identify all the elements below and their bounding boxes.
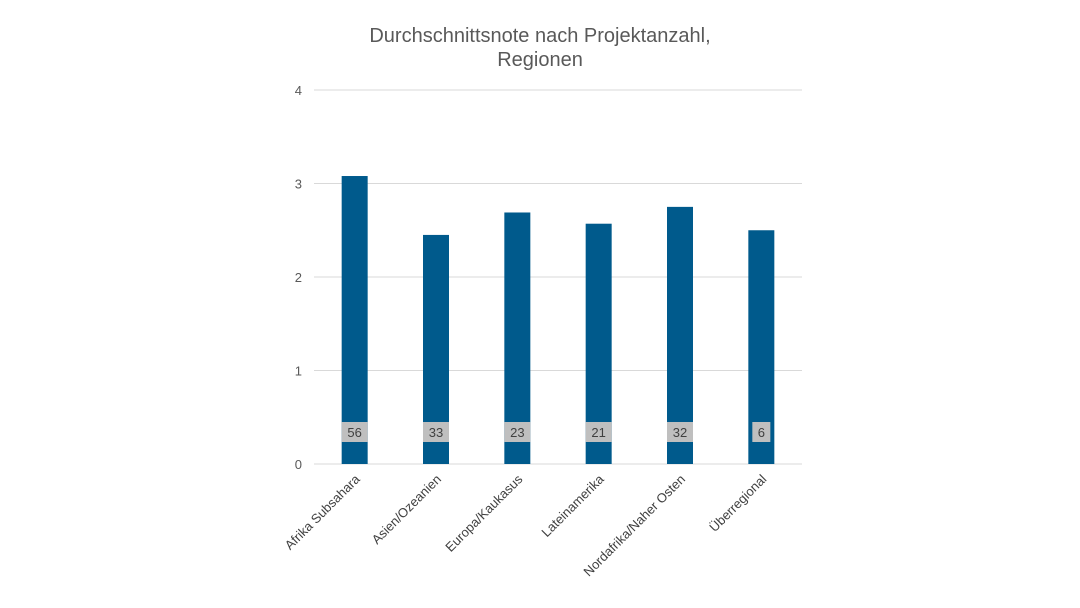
data-label-box [504,422,531,442]
data-label-box [667,422,693,442]
data-label: 21 [591,425,605,440]
data-label: 33 [429,425,443,440]
x-axis-category-labels: Afrika Subsahara Asien/OzeanienEuropa/Kau… [282,471,770,579]
data-label: 23 [510,425,524,440]
data-label: 6 [758,425,765,440]
y-axis-tick-labels: 0 1 2 3 4 [295,83,302,472]
data-labels: 56 33 23 21 32 6 [341,422,771,442]
gridlines [314,89,802,465]
data-label: 32 [673,425,687,440]
y-tick-label: 0 [295,457,302,472]
x-category-label: Lateinamerika [538,471,607,540]
data-label-box [585,422,612,442]
chart-title-line-1: Durchschnittsnote nach Projektanzahl, [369,25,710,47]
chart-title-line-2: Regionen [497,49,583,71]
y-tick-label: 3 [295,177,302,192]
bar-1 [341,176,368,464]
bar-5 [667,206,693,464]
data-label-box [752,422,771,442]
bars [341,176,775,464]
y-tick-label: 1 [295,364,302,379]
y-tick-label: 4 [295,83,302,98]
data-label: 56 [347,425,361,440]
data-label-box [341,422,368,442]
x-category-label: Europa/Kaukasus [442,471,526,555]
x-category-label: Überregional [706,471,769,534]
y-tick-label: 2 [295,270,302,285]
x-category-label: Afrika Subsahara [282,471,364,553]
data-label-box [423,422,449,442]
x-category-label: Asien/Ozeanien [369,472,445,548]
